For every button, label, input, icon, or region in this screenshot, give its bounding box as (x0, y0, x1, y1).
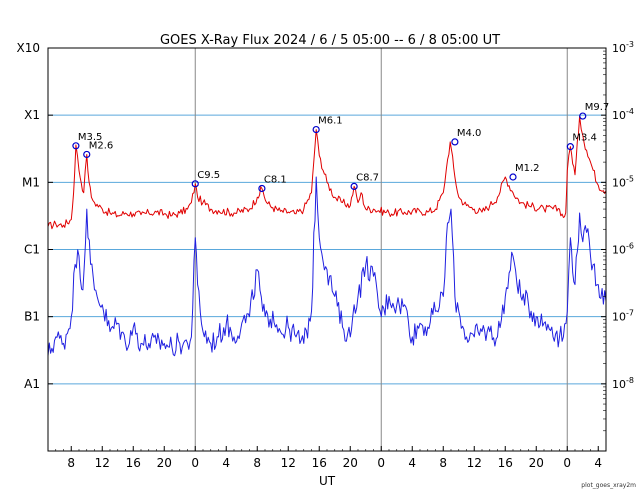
peak-label: M4.0 (457, 128, 482, 139)
x-tick-label: 4 (222, 456, 230, 470)
annotations: M3.5M2.6 C9.5 C8.1 M6.1 C8.7 M4.0 M1.2 M3.4 M9.7 (72, 102, 610, 193)
x-tick-label: 0 (563, 456, 571, 470)
x-tick-label: 0 (377, 456, 385, 470)
x-tick-label: 20 (343, 456, 358, 470)
short-channel-line (47, 176, 607, 357)
peak-marker (451, 138, 459, 146)
peak-marker (350, 182, 358, 190)
peak-label: M3.4 (572, 133, 597, 144)
peak-label: M1.2 (515, 163, 540, 174)
peak-marker (83, 150, 91, 159)
y-right-tick-label: 10-7 (612, 309, 634, 324)
x-tick-label: 12 (95, 456, 110, 470)
y-class-label: A1 (24, 377, 40, 391)
y-class-label: C1 (24, 243, 40, 257)
peak-label: C8.7 (356, 172, 379, 183)
peak-label: C9.5 (197, 170, 220, 181)
x-tick-label: 12 (281, 456, 296, 470)
x-tick-label: 16 (312, 456, 327, 470)
y-class-label: X1 (24, 108, 40, 122)
x-tick-label: 8 (439, 456, 447, 470)
x-tick-label: 4 (408, 456, 416, 470)
peak-marker (191, 180, 199, 188)
y-right-tick-label: 10-8 (612, 376, 634, 391)
series-layer (47, 115, 607, 357)
x-tick-label: 8 (67, 456, 75, 470)
x-tick-label: 12 (467, 456, 482, 470)
x-tick-label: 8 (253, 456, 261, 470)
peak-label: M6.1 (318, 116, 343, 127)
credit-label: plot_goes_xray2m (581, 482, 636, 489)
y-class-label: M1 (22, 175, 40, 189)
x-tick-label: 20 (529, 456, 544, 470)
peak-label: M2.6 (89, 140, 114, 151)
axes: 8 12 16 20 0 4 8 12 16 20 0 4 8 12 16 20 0 4 X10 X1 M1 C1 B1 A1… (17, 40, 634, 470)
y-class-label: X10 (17, 41, 41, 55)
chart-title: GOES X-Ray Flux 2024 / 6 / 5 05:00 -- 6 … (160, 33, 500, 48)
peak-label: C8.1 (264, 174, 287, 185)
peak-label: M9.7 (585, 102, 610, 113)
peak-marker (509, 173, 517, 181)
x-axis-label: UT (319, 474, 336, 488)
long-channel-line (47, 115, 607, 230)
x-tick-label: 16 (498, 456, 513, 470)
peak-marker (579, 112, 587, 120)
peak-marker (566, 143, 574, 151)
x-tick-label: 16 (126, 456, 141, 470)
y-right-tick-label: 10-6 (612, 242, 634, 257)
y-right-tick-label: 10-3 (612, 40, 634, 55)
peak-marker (72, 142, 80, 150)
y-right-tick-label: 10-5 (612, 174, 634, 189)
y-class-label: B1 (24, 310, 40, 324)
x-tick-label: 20 (157, 456, 172, 470)
peak-marker (258, 184, 266, 193)
x-tick-label: 4 (594, 456, 602, 470)
x-tick-label: 0 (191, 456, 199, 470)
peak-marker (312, 125, 320, 134)
y-right-tick-label: 10-4 (612, 107, 634, 122)
peak-label: M3.5 (78, 132, 103, 143)
